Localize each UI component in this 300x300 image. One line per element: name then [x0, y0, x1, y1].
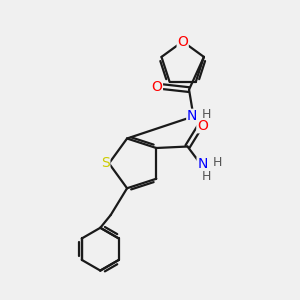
Text: O: O — [152, 80, 162, 94]
Text: N: N — [197, 157, 208, 171]
Text: H: H — [202, 170, 211, 183]
Text: O: O — [197, 119, 208, 133]
Text: H: H — [202, 108, 212, 122]
Text: O: O — [177, 34, 188, 49]
Text: S: S — [101, 156, 110, 170]
Text: N: N — [187, 110, 197, 123]
Text: H: H — [213, 156, 223, 170]
